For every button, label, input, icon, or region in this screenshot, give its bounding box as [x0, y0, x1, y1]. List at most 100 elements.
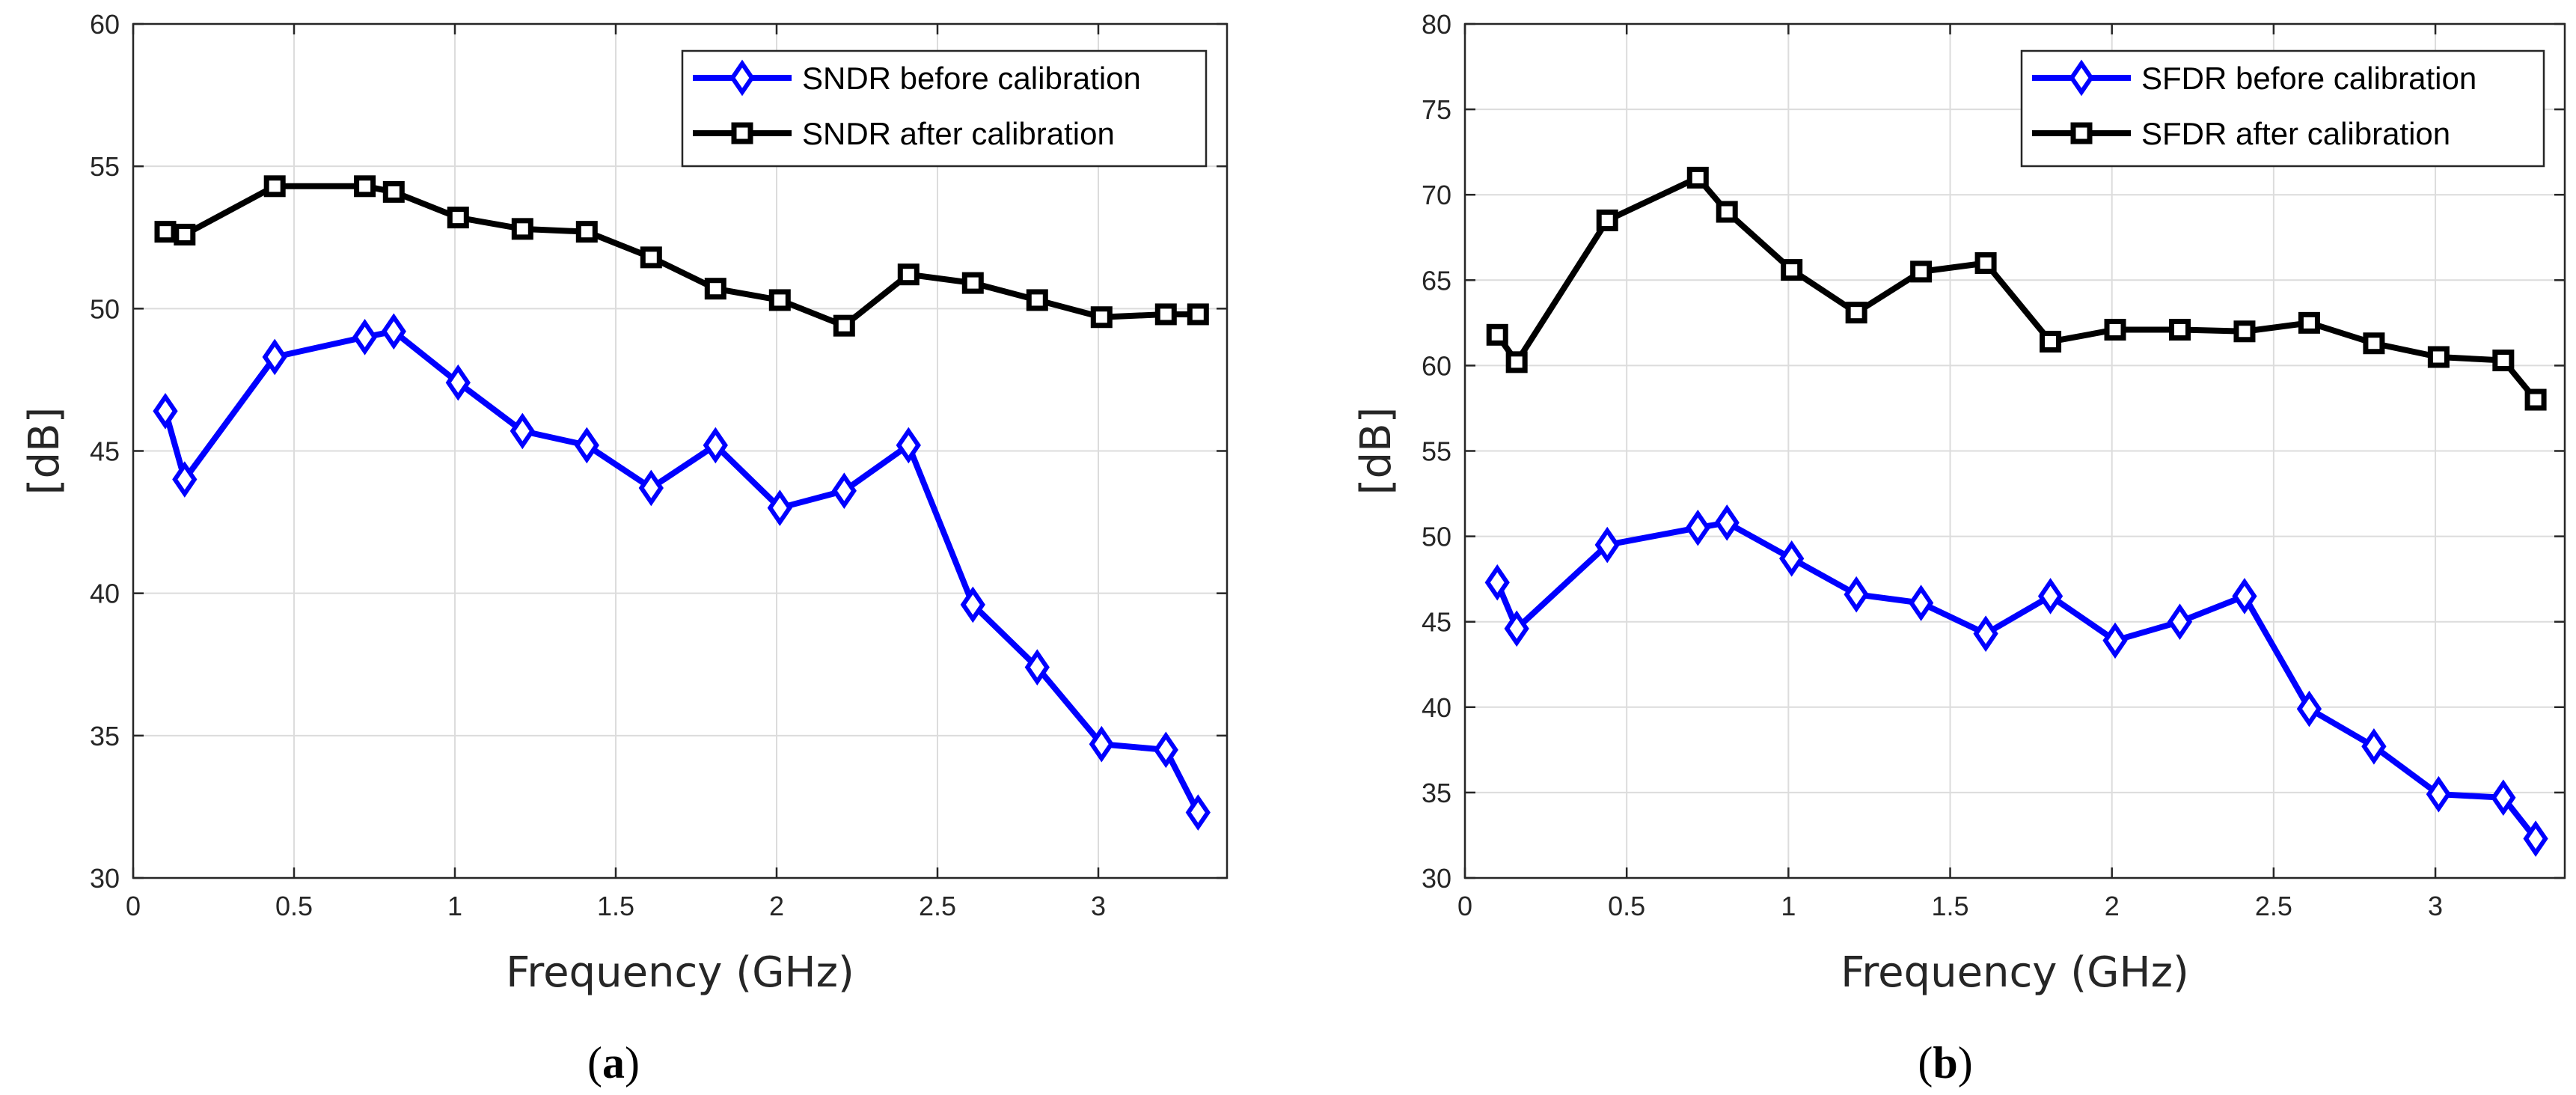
y-tick-label: 50: [90, 293, 120, 324]
x-tick-label: 1: [1781, 891, 1796, 921]
data-point-square: [2427, 346, 2450, 368]
y-axis-label: [dB]: [1352, 407, 1401, 495]
data-point-square: [575, 221, 598, 243]
data-point-diamond: [262, 338, 287, 376]
x-tick-label: 2: [769, 891, 784, 921]
x-tick-label: 3: [2428, 891, 2443, 921]
data-point-diamond: [1779, 540, 1805, 577]
data-point-square: [1596, 209, 1618, 231]
legend: SNDR before calibration SNDR after calibr…: [681, 49, 1208, 168]
data-point-diamond: [767, 489, 792, 526]
series-after: [154, 175, 1209, 337]
caption-letter: a: [602, 1038, 625, 1088]
series-line: [1494, 519, 2539, 841]
data-point-diamond: [1089, 725, 1114, 763]
y-axis-label: [dB]: [20, 407, 69, 495]
data-point-square: [2298, 311, 2320, 334]
data-point-square: [2104, 318, 2126, 341]
data-point-square: [897, 263, 920, 286]
data-point-square: [1026, 289, 1048, 311]
data-point-square: [1974, 251, 1997, 274]
x-axis-label: Frequency (GHz): [506, 948, 854, 997]
data-point-square: [382, 180, 405, 203]
y-tick-label: 45: [1422, 607, 1451, 638]
data-point-square: [768, 289, 791, 311]
x-tick-label: 3: [1091, 891, 1106, 921]
data-point-square: [2492, 350, 2515, 372]
data-point-square: [2524, 388, 2547, 411]
y-tick-label: 40: [1422, 692, 1451, 723]
data-point-square: [961, 272, 984, 294]
data-point-diamond: [703, 427, 728, 464]
data-point-diamond: [381, 313, 406, 350]
x-tick-label: 1.5: [1932, 891, 1969, 921]
data-point-diamond: [2361, 728, 2387, 765]
data-point-square: [1187, 303, 1209, 326]
data-point-diamond: [445, 364, 471, 401]
data-point-diamond: [2491, 779, 2516, 817]
data-point-square: [154, 221, 177, 243]
data-point-diamond: [352, 319, 378, 356]
x-tick-label: 0.5: [1608, 891, 1645, 921]
data-point-diamond: [2167, 603, 2193, 641]
x-tick-label: 0: [1457, 891, 1472, 921]
x-tick-label: 2: [2105, 891, 2120, 921]
legend-box: [2020, 49, 2545, 168]
y-tick-label: 50: [1422, 522, 1451, 552]
y-tick-label: 75: [1422, 94, 1451, 125]
data-point-square: [511, 218, 533, 240]
data-point-square: [2363, 332, 2385, 355]
data-point-diamond: [1024, 649, 1050, 686]
data-point-square: [1845, 302, 1867, 324]
data-point-diamond: [638, 469, 664, 507]
legend-box: [681, 49, 1208, 168]
y-tick-label: 80: [1422, 9, 1451, 40]
y-tick-label: 35: [1422, 778, 1451, 808]
data-point-square: [1716, 201, 1738, 223]
data-point-diamond: [2102, 622, 2128, 659]
x-tick-label: 1.5: [597, 891, 634, 921]
data-point-diamond: [1844, 576, 1869, 613]
caption-paren-open: (: [587, 1038, 602, 1088]
data-point-square: [1090, 306, 1113, 329]
panel-caption: (b): [1918, 1038, 1972, 1088]
data-point-diamond: [1908, 585, 1934, 621]
caption-paren-open: (: [1918, 1038, 1933, 1088]
data-point-diamond: [729, 59, 755, 97]
data-point-square: [1505, 351, 1528, 373]
data-point-diamond: [1973, 615, 1998, 652]
data-point-diamond: [510, 412, 535, 450]
series-line: [1494, 174, 2539, 402]
data-point-square: [174, 223, 196, 245]
data-point-square: [354, 175, 376, 198]
y-tick-label: 70: [1422, 180, 1451, 210]
x-tick-label: 0.5: [275, 891, 313, 921]
legend-entry: SFDR before calibration: [2141, 61, 2476, 96]
data-point-diamond: [831, 472, 857, 510]
data-point-square: [2040, 330, 2062, 353]
data-point-diamond: [960, 586, 985, 623]
data-point-diamond: [1185, 794, 1211, 831]
y-tick-label: 40: [90, 579, 120, 609]
series-after: [1486, 166, 2547, 411]
legend-entry: SNDR after calibration: [802, 116, 1115, 151]
y-tick-label: 55: [90, 151, 120, 182]
data-point-square: [833, 314, 855, 337]
data-point-diamond: [1685, 509, 1710, 546]
data-point-square: [1154, 303, 1177, 326]
legend: SFDR before calibration SFDR after calibr…: [2020, 49, 2545, 168]
y-tick-label: 60: [1422, 350, 1451, 381]
data-point-square: [263, 175, 286, 198]
legend-entry: SFDR after calibration: [2141, 116, 2450, 151]
data-point-diamond: [896, 427, 921, 464]
data-point-square: [2233, 320, 2256, 343]
x-tick-label: 0: [126, 891, 141, 921]
data-point-square: [1781, 259, 1803, 281]
data-point-square: [1686, 166, 1709, 189]
data-point-square: [2070, 122, 2093, 144]
panel-caption: (a): [587, 1038, 640, 1088]
data-point-square: [2169, 318, 2191, 341]
y-tick-label: 35: [90, 721, 120, 751]
data-point-square: [1486, 323, 1508, 346]
